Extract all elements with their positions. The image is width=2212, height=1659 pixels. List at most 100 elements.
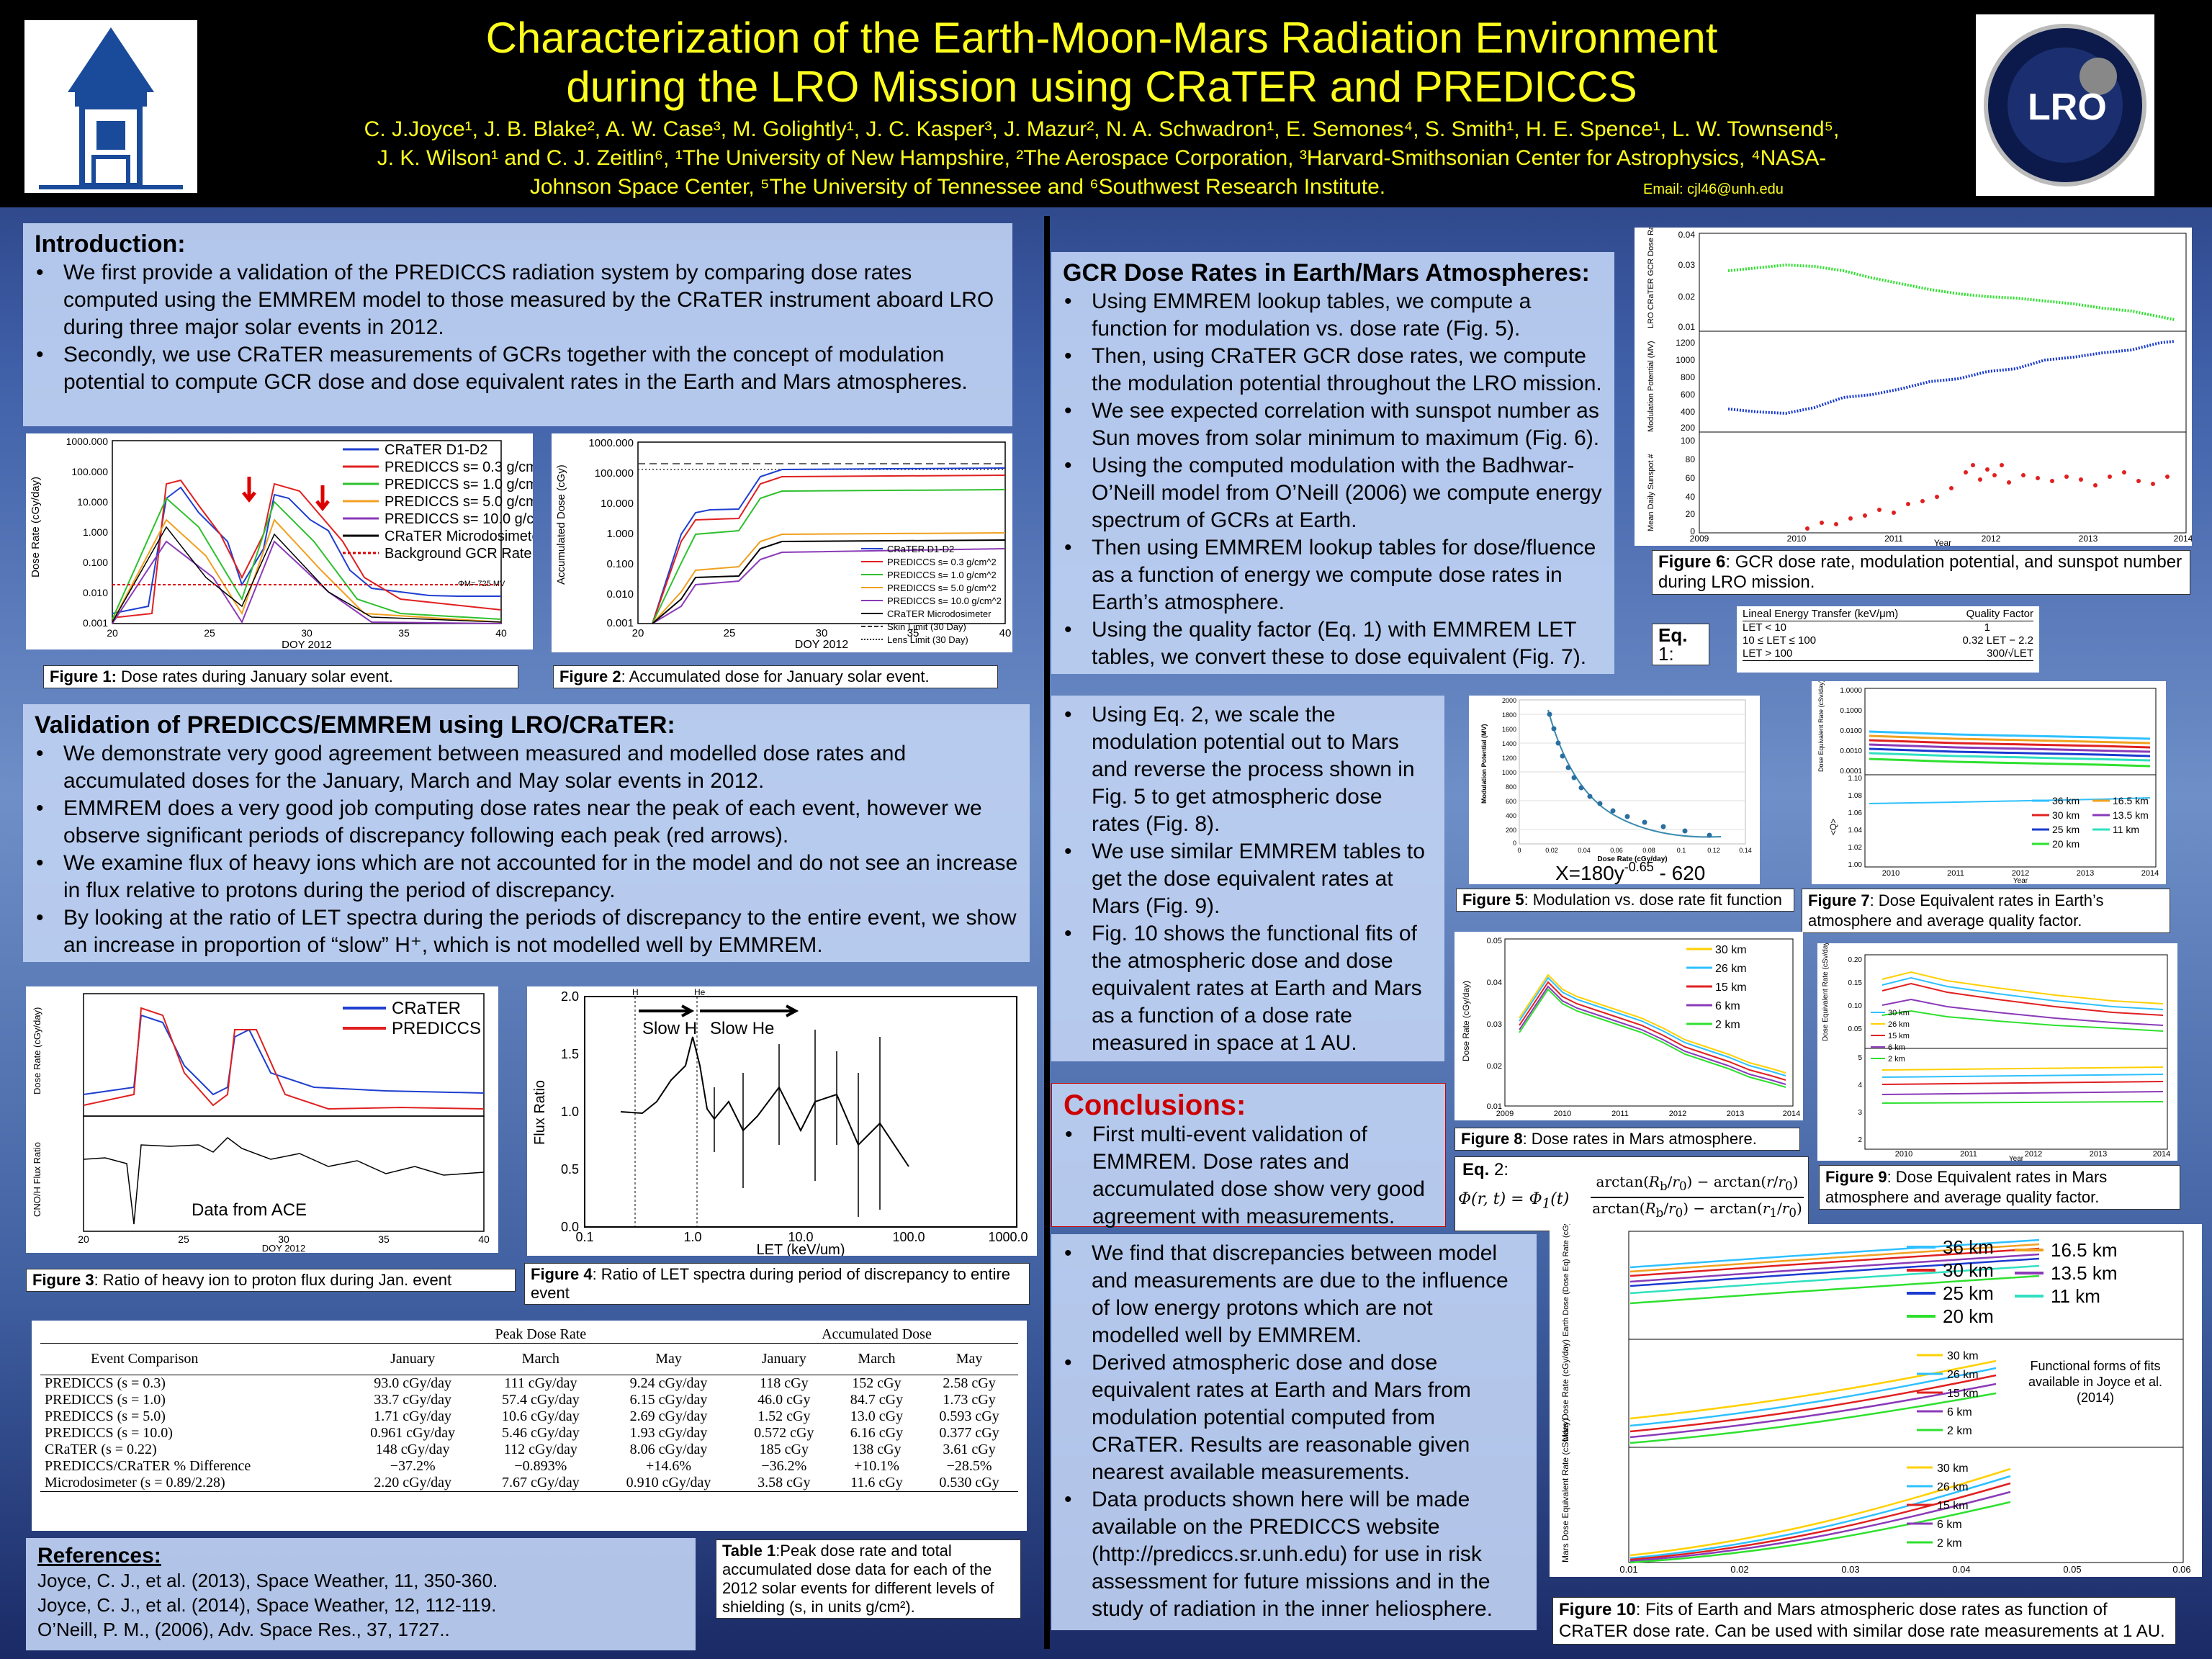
table1: Peak Dose Rate Accumulated Dose Event Com… xyxy=(32,1321,1027,1531)
figure4-caption: Figure 4: Ratio of LET spectra during pe… xyxy=(524,1263,1030,1305)
arrow-icon xyxy=(639,1004,695,1017)
f8-ytick: 0.02 xyxy=(1487,1062,1502,1071)
table1-cell: 118 cGy xyxy=(760,1375,809,1391)
figure5-chart: 2000 1800 1600 1400 1200 1000 800 600 40… xyxy=(1469,696,1760,884)
gcr-bullet: Using the quality factor (Eq. 1) with EM… xyxy=(1063,616,1603,671)
table1-row: PREDICCS/CRaTER % Difference −37.2% −0.893… xyxy=(40,1458,1018,1475)
f4-xtick: 10.0 xyxy=(788,1230,813,1244)
f7-xtick: 2014 xyxy=(2141,869,2159,878)
f9-legend: 26 km xyxy=(1888,1020,1910,1029)
references-section: References: Joyce, C. J., et al. (2013),… xyxy=(26,1538,696,1650)
lro-logo: LRO xyxy=(1976,14,2154,196)
reference-item: Joyce, C. J., et al. (2014), Space Weath… xyxy=(37,1594,497,1616)
f6-ytick-c: 0 xyxy=(1690,526,1695,536)
authors-line3: Johnson Space Center, ⁵The University of… xyxy=(529,175,1386,199)
sunspot-point xyxy=(1935,495,1939,499)
table1-cell: 84.7 cGy xyxy=(850,1392,904,1408)
f5-xtick: 0.02 xyxy=(1545,847,1558,854)
f6-xlabel: Year xyxy=(1934,538,1951,546)
f6-ytick-b: 200 xyxy=(1681,423,1695,433)
validation-bullet: We demonstrate very good agreement betwe… xyxy=(35,740,1018,795)
f1-ytick: 1.000 xyxy=(83,526,108,538)
table1-cell: PREDICCS (s = 10.0) xyxy=(45,1425,173,1441)
f10-legend-c: 15 km xyxy=(1937,1500,1969,1512)
table1-cell: 0.572 cGy xyxy=(754,1425,814,1441)
table1-cell: 148 cGy/day xyxy=(375,1442,450,1457)
sunspot-point xyxy=(2036,476,2040,480)
eq1-cell: 10 ≤ LET ≤ 100 xyxy=(1743,634,1817,647)
f10-xtick: 0.02 xyxy=(1730,1564,1748,1575)
mars-bullet: Fig. 10 shows the functional fits of the… xyxy=(1063,920,1433,1057)
sunspot-point xyxy=(1892,511,1896,515)
f7-ylabel: Dose Equivalent Rate (cSv/day) xyxy=(1817,681,1825,772)
f4-xlabel: LET (keV/um) xyxy=(757,1242,845,1256)
f9-legend: 30 km xyxy=(1888,1009,1910,1017)
f9-ytick-q: 2 xyxy=(1858,1136,1862,1144)
authors-line2: J. K. Wilson¹ and C. J. Zeitlin⁶, ¹The U… xyxy=(377,146,1827,170)
sunspot-point xyxy=(2000,463,2004,467)
gcr-bullet: We see expected correlation with sunspot… xyxy=(1063,397,1603,452)
table1-group1: Peak Dose Rate xyxy=(346,1326,735,1344)
f3-legend: PREDICCS xyxy=(392,1019,481,1038)
f10-xtick: 0.03 xyxy=(1841,1564,1859,1575)
fit-point xyxy=(1560,753,1565,759)
table1-cell: 6.16 cGy xyxy=(850,1425,904,1441)
table1-row: PREDICCS (s = 1.0) 33.7 cGy/day 57.4 cGy/d… xyxy=(40,1392,1018,1408)
arrow-icon xyxy=(700,1004,799,1017)
figure1-caption: Figure 1: Dose rates during January sola… xyxy=(43,665,518,688)
fit-point xyxy=(1555,740,1561,746)
f7-ytick-q: 1.08 xyxy=(1848,792,1863,800)
table1-cell: 13.0 cGy xyxy=(850,1408,904,1424)
f4-xtick: 100.0 xyxy=(892,1230,925,1244)
f1-ytick: 0.001 xyxy=(83,617,108,629)
validation-bullet: By looking at the ratio of LET spectra d… xyxy=(35,904,1018,959)
f10-legend: 13.5 km xyxy=(2051,1262,2118,1284)
f1-ytick: 0.100 xyxy=(83,557,108,568)
f3-xtick: 30 xyxy=(278,1233,289,1245)
fit-point xyxy=(1624,814,1630,819)
table1-col: May xyxy=(655,1351,682,1367)
f6-xtick: 2010 xyxy=(1787,534,1807,544)
f1-ytick: 0.010 xyxy=(83,587,108,598)
f10-legend: 25 km xyxy=(1943,1282,1994,1304)
f5-ytick: 1200 xyxy=(1502,755,1516,762)
table1-cell: 1.73 cGy xyxy=(943,1392,996,1408)
sunspot-point xyxy=(1820,521,1824,525)
validation-heading: Validation of PREDICCS/EMMREM using LRO/… xyxy=(35,711,675,739)
table1-cell: 0.910 cGy/day xyxy=(626,1475,711,1491)
f5-ytick: 1400 xyxy=(1502,740,1516,747)
f7-ytick: 0.0001 xyxy=(1840,768,1862,775)
f1-xtick: 25 xyxy=(204,627,215,639)
table1-cell: 11.6 cGy xyxy=(850,1475,903,1491)
table1-cell: 152 cGy xyxy=(852,1375,902,1391)
f7-ytick: 0.1000 xyxy=(1840,707,1862,715)
f5-xlabel: Dose Rate (cGy/day) xyxy=(1597,855,1667,863)
f5-ytick: 800 xyxy=(1506,783,1516,791)
table1-cell: 6.15 cGy/day xyxy=(629,1392,708,1408)
f7-legend: 30 km xyxy=(2052,809,2080,821)
f3-legend: CRaTER xyxy=(392,999,461,1018)
f8-legend: 26 km xyxy=(1715,963,1747,975)
f6-xtick: 2012 xyxy=(1982,534,2001,544)
f9-legend: 6 km xyxy=(1888,1043,1905,1052)
validation-bullet: We examine flux of heavy ions which are … xyxy=(35,850,1018,904)
sunspot-point xyxy=(1978,477,1982,482)
table1-cell: 93.0 cGy/day xyxy=(374,1375,452,1391)
f2-ytick: 1.000 xyxy=(606,528,634,540)
sunspot-point xyxy=(1920,499,1925,503)
gcr-bullet: Then using EMMREM lookup tables for dose… xyxy=(1063,534,1603,616)
introduction-heading: Introduction: xyxy=(35,230,186,258)
f9-legend: 2 km xyxy=(1888,1055,1905,1064)
f8-ytick: 0.04 xyxy=(1487,979,1502,987)
tower-icon xyxy=(39,27,183,189)
figure3-caption: Figure 3: Ratio of heavy ion to proton f… xyxy=(26,1269,516,1292)
intro-bullet: Secondly, we use CRaTER measurements of … xyxy=(35,341,1001,396)
unh-logo xyxy=(24,20,197,193)
sunspot-point xyxy=(1848,516,1853,521)
table1-row: PREDICCS (s = 5.0) 1.71 cGy/day 10.6 cGy/d… xyxy=(40,1408,1018,1425)
f6-ytick-c: 60 xyxy=(1686,473,1696,483)
f3-xtick: 35 xyxy=(378,1233,390,1245)
f7-ytick-q: 1.06 xyxy=(1848,809,1863,817)
table1-cell: 1.93 cGy/day xyxy=(629,1425,708,1441)
eq1-col: Quality Factor xyxy=(1966,608,2033,620)
